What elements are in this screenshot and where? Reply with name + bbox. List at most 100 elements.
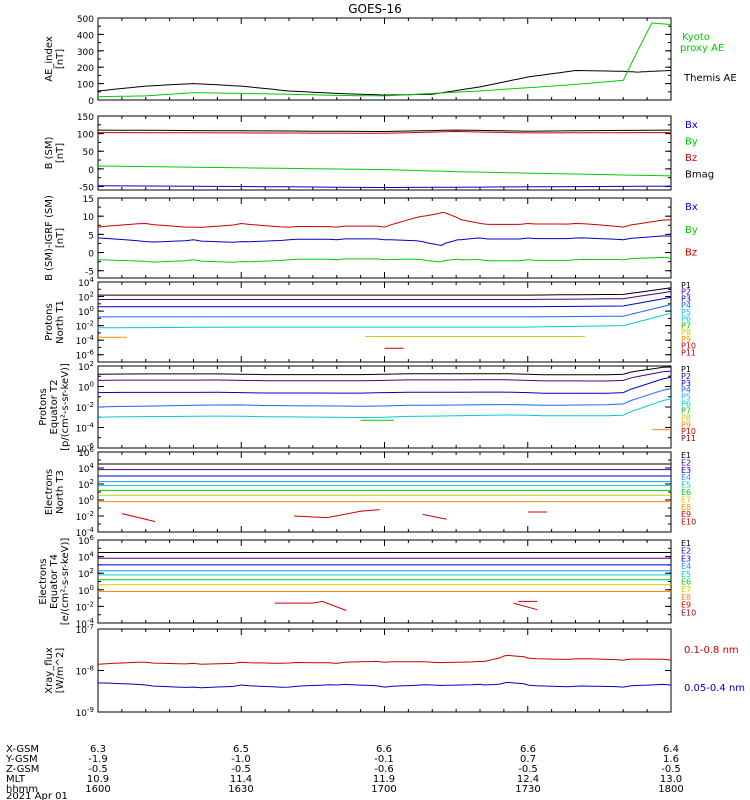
footer-value: 6.5: [233, 744, 249, 755]
legend-label: P1: [681, 281, 691, 290]
legend-label: 0.1-0.8 nm: [684, 645, 739, 656]
footer-row-label: Y-GSM: [5, 754, 38, 765]
footer-value: 1800: [658, 784, 683, 795]
legend-label: E8: [681, 503, 691, 512]
y-tick-label: 0: [88, 250, 94, 260]
y-tick-label: 10-4: [76, 422, 95, 435]
y-axis-label: [p/(cm²-s-sr-keV)]: [60, 363, 71, 451]
legend-label: proxy AE: [680, 43, 724, 54]
y-tick-label: 200: [77, 64, 94, 74]
y-axis-label: North T1: [55, 300, 66, 344]
legend-label: E3: [681, 466, 691, 475]
y-tick-label: 10-6: [76, 349, 95, 362]
y-tick-label: 10-7: [76, 623, 94, 636]
y-axis-label: [nT]: [55, 143, 66, 163]
panel-frame-ae: [97, 17, 672, 101]
y-tick-label: 10: [83, 213, 95, 223]
chart-title: GOES-16: [348, 2, 402, 16]
footer-value: 12.4: [517, 774, 539, 785]
y-axis-label: [nT]: [55, 228, 66, 248]
y-axis-label: AE_index: [44, 36, 55, 82]
series-line-Themis-AE: [97, 69, 672, 96]
y-tick-label: 106: [78, 534, 94, 547]
y-tick-label: 10-2: [76, 600, 94, 613]
legend-label: P5: [681, 308, 691, 317]
panel-frame-pe: [97, 365, 672, 449]
footer-value: 11.4: [230, 774, 252, 785]
legend-label: E5: [681, 570, 691, 579]
series-line-P6: [97, 398, 672, 419]
series-line-Bmag: [97, 129, 672, 133]
series-line-P6: [97, 312, 672, 329]
y-tick-label: -5: [85, 268, 94, 278]
legend-label: E4: [681, 473, 691, 482]
y-axis-label: [W/m^2]: [55, 648, 66, 694]
y-tick-label: 102: [78, 291, 94, 304]
y-tick-label: 104: [78, 462, 94, 475]
footer-value: 6.3: [90, 744, 106, 755]
legend-label: E7: [681, 585, 691, 594]
legend-label: 0.05-0.4 nm: [684, 683, 745, 694]
y-tick-label: 100: [77, 81, 94, 91]
y-tick-label: 5: [88, 231, 94, 241]
y-tick-label: 150: [77, 113, 94, 123]
series-line-Bx: [97, 185, 672, 188]
legend-label: P6: [681, 400, 691, 409]
footer-value: -0.5: [518, 764, 538, 775]
legend-label: P10: [681, 427, 696, 436]
panel-frame-pn: [97, 281, 672, 363]
series-line-Kyoto-proxy-AE: [97, 22, 672, 98]
footer-value: 6.6: [520, 744, 536, 755]
legend-label: E2: [681, 458, 691, 467]
y-axis-label: Xray_flux: [44, 647, 55, 694]
legend-label: P6: [681, 315, 691, 324]
y-axis-label: Electrons: [38, 558, 49, 604]
series-line-P3: [97, 376, 672, 394]
y-tick-label: 102: [78, 567, 94, 580]
footer-value: 1730: [515, 784, 540, 795]
y-tick-label: 104: [78, 551, 94, 564]
series-line-P1: [98, 287, 672, 296]
y-tick-label: 10-2: [76, 320, 94, 333]
legend-label: P2: [681, 372, 691, 381]
y-axis-label: Protons: [38, 388, 49, 425]
footer-value: 6.4: [663, 744, 679, 755]
y-tick-label: 100: [78, 381, 94, 394]
series-line-Bz: [98, 130, 671, 134]
legend-label: P4: [681, 386, 691, 395]
series-line-P4: [98, 304, 672, 318]
y-tick-label: 100: [78, 305, 94, 318]
footer-value: 1.6: [663, 754, 679, 765]
footer-row-label: MLT: [6, 774, 26, 785]
y-tick-label: 10-4: [76, 617, 95, 630]
y-axis-label: Electrons: [44, 469, 55, 515]
legend-label: E9: [681, 510, 691, 519]
legend-label: E10: [681, 518, 696, 527]
panel-frame-bsm: [97, 115, 672, 191]
y-tick-label: 10-2: [76, 510, 94, 523]
y-tick-label: 50: [83, 148, 95, 158]
legend-label: P11: [681, 434, 696, 443]
y-tick-label: 10-6: [76, 442, 95, 455]
legend-label: P7: [681, 321, 691, 330]
legend-label: P9: [681, 335, 691, 344]
legend-label: Themis AE: [683, 73, 737, 84]
y-tick-label: 400: [77, 31, 94, 41]
y-axis-label: [e/(cm²-s-sr-keV)]: [60, 538, 71, 626]
legend-label: E7: [681, 495, 691, 504]
footer-value: -1.9: [88, 754, 108, 765]
series-fragment-E9: [422, 513, 447, 520]
legend-label: E3: [681, 554, 691, 563]
legend-label: E2: [681, 547, 691, 556]
legend-label: P3: [681, 294, 691, 303]
footer-value: 10.9: [87, 774, 109, 785]
series-line-0.1-0.8-nm: [97, 654, 672, 665]
y-tick-label: 0: [88, 166, 94, 176]
y-tick-label: 102: [78, 360, 94, 373]
y-tick-label: 104: [78, 276, 94, 289]
y-tick-label: 0: [88, 97, 94, 107]
legend-label: E6: [681, 578, 691, 587]
legend-label: P8: [681, 413, 691, 422]
legend-label: Bx: [685, 202, 698, 213]
